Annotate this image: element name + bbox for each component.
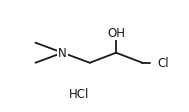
Text: N: N <box>58 47 67 60</box>
Text: OH: OH <box>107 26 125 39</box>
Text: HCl: HCl <box>69 87 90 100</box>
Text: Cl: Cl <box>157 57 169 70</box>
